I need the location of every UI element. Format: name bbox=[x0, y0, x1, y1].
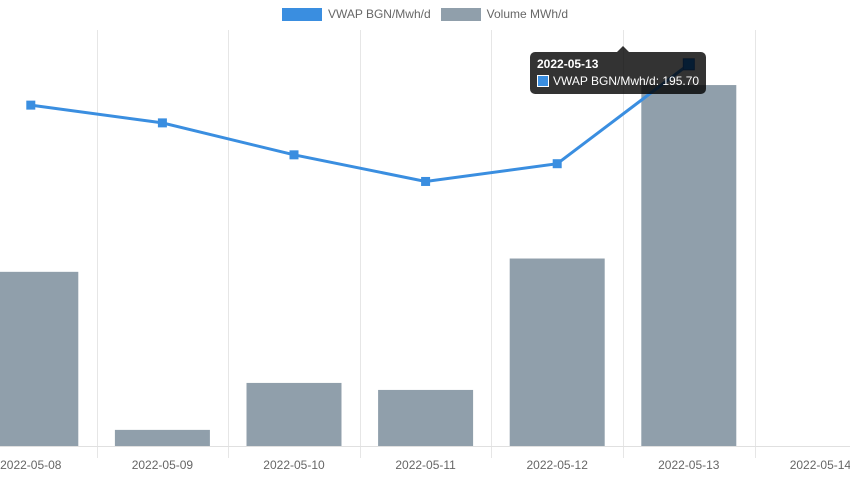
x-axis-ticks: 2022-05-08 2022-05-09 2022-05-10 2022-05-11… bbox=[0, 458, 850, 472]
legend-item-vwap[interactable]: VWAP BGN/Mwh/d bbox=[281, 7, 431, 21]
legend: VWAP BGN/Mwh/d Volume MWh/d bbox=[0, 7, 850, 21]
x-tick-label: 2022-05-12 bbox=[527, 458, 589, 472]
x-tick-label: 2022-05-11 bbox=[395, 458, 456, 472]
tooltip-swatch bbox=[537, 75, 549, 87]
x-tick-label: 2022-05-10 bbox=[263, 458, 325, 472]
tooltip-title: 2022-05-13 bbox=[537, 57, 599, 71]
vwap-point bbox=[552, 159, 562, 169]
volume-bar bbox=[378, 389, 474, 446]
grid-lines bbox=[0, 30, 850, 458]
legend-label-volume: Volume MWh/d bbox=[486, 7, 569, 21]
volume-bar bbox=[509, 258, 605, 446]
volume-bars bbox=[0, 85, 737, 446]
vwap-point bbox=[421, 176, 431, 186]
legend-item-volume[interactable]: Volume MWh/d bbox=[440, 7, 569, 21]
tooltip-row: VWAP BGN/Mwh/d: 195.70 bbox=[537, 74, 699, 88]
legend-swatch-volume bbox=[440, 7, 481, 21]
vwap-line-path bbox=[30, 63, 690, 183]
volume-bar bbox=[246, 382, 342, 446]
x-tick-label: 2022-05-09 bbox=[132, 458, 194, 472]
x-tick-label: 2022-05-08 bbox=[0, 458, 62, 472]
vwap-point bbox=[26, 100, 36, 110]
vwap-point bbox=[157, 118, 167, 128]
legend-swatch-vwap bbox=[281, 7, 322, 21]
x-tick-label: 2022-05-13 bbox=[658, 458, 720, 472]
vwap-point bbox=[289, 150, 299, 160]
tooltip: 2022-05-13 VWAP BGN/Mwh/d: 195.70 bbox=[530, 46, 707, 94]
x-tick-label: 2022-05-14 bbox=[790, 458, 850, 472]
volume-bar bbox=[114, 429, 210, 446]
tooltip-label: VWAP BGN/Mwh/d: 195.70 bbox=[553, 74, 700, 88]
volume-bar bbox=[0, 271, 79, 446]
legend-label-vwap: VWAP BGN/Mwh/d bbox=[327, 7, 431, 21]
volume-bar bbox=[641, 85, 737, 446]
